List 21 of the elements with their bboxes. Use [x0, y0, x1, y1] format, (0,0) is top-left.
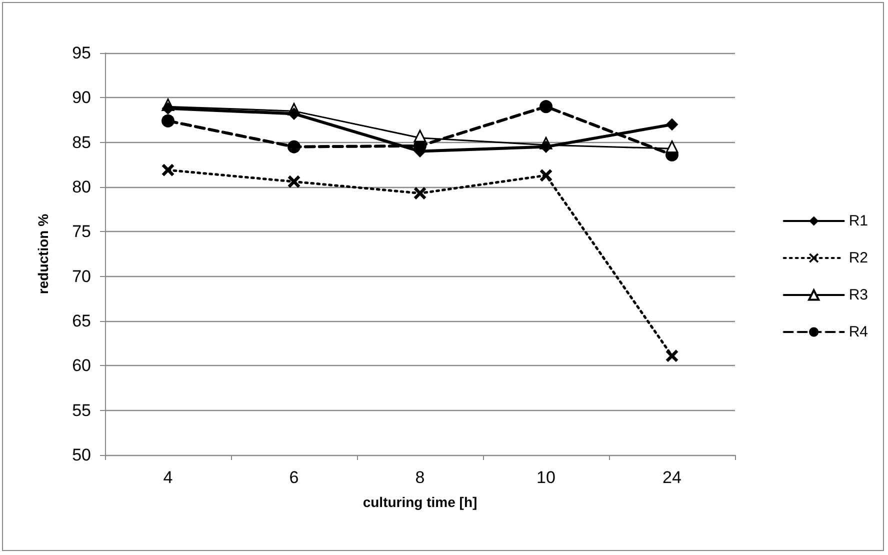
y-axis-title: reduction % [35, 213, 51, 294]
y-tick-label: 85 [72, 132, 91, 152]
x-tick-label: 24 [662, 468, 682, 487]
x-tick-label: 10 [536, 468, 556, 487]
y-tick-label: 55 [72, 400, 91, 420]
legend-label: R1 [848, 212, 868, 230]
legend-label: R2 [848, 250, 868, 266]
y-tick-label: 65 [72, 312, 91, 330]
x-tick-label: 6 [289, 468, 299, 487]
x-tick-label: 4 [163, 468, 173, 487]
y-tick-label: 90 [72, 88, 91, 108]
x-tick-label: 8 [415, 468, 425, 487]
y-tick-label: 50 [72, 446, 91, 464]
y-tick-label: 60 [72, 356, 91, 376]
y-tick-label: 95 [72, 44, 91, 62]
y-tick-label: 70 [72, 266, 91, 286]
y-tick-label: 80 [72, 178, 91, 196]
x-axis-title: culturing time [h] [362, 494, 478, 510]
y-tick-label: 75 [72, 222, 91, 242]
legend-label: R3 [848, 286, 868, 304]
legend-label: R4 [848, 324, 868, 340]
